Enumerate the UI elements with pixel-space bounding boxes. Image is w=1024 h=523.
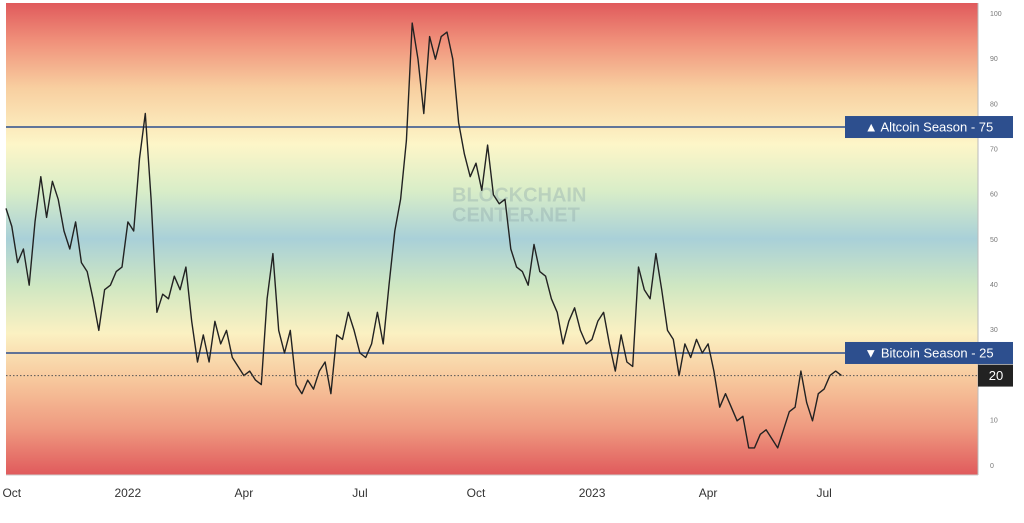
y-tick-label: 0	[990, 463, 994, 470]
y-tick-label: 100	[990, 11, 1002, 18]
background	[6, 3, 978, 475]
current-value-box	[978, 364, 1013, 387]
x-tick-label: Apr	[235, 486, 254, 500]
reference-label: ▲ Altcoin Season - 75	[865, 119, 994, 134]
y-tick-label: 80	[990, 101, 998, 108]
y-tick-label: 30	[990, 327, 998, 334]
x-tick-label: Oct	[467, 486, 486, 500]
y-tick-label: 90	[990, 56, 998, 63]
x-tick-label: Oct	[2, 486, 21, 500]
y-tick-label: 70	[990, 146, 998, 153]
watermark: BLOCKCHAIN	[452, 184, 586, 206]
x-tick-label: Jul	[352, 486, 367, 500]
y-tick-label: 60	[990, 192, 998, 199]
x-tick-label: Jul	[816, 486, 831, 500]
reference-label: ▼ Bitcoin Season - 25	[864, 345, 993, 360]
index-line	[5, 22, 842, 449]
x-tick-label: Apr	[699, 486, 718, 500]
watermark: CENTER.NET	[452, 204, 580, 226]
x-tick-label: 2023	[579, 486, 606, 500]
y-tick-label: 10	[990, 418, 998, 425]
current-value-label: 20	[989, 368, 1003, 383]
y-tick-label: 50	[990, 237, 998, 244]
reference-label-box	[845, 341, 1013, 364]
reference-label-box	[845, 116, 1013, 139]
y-tick-label: 40	[990, 282, 998, 289]
x-tick-label: 2022	[114, 486, 141, 500]
